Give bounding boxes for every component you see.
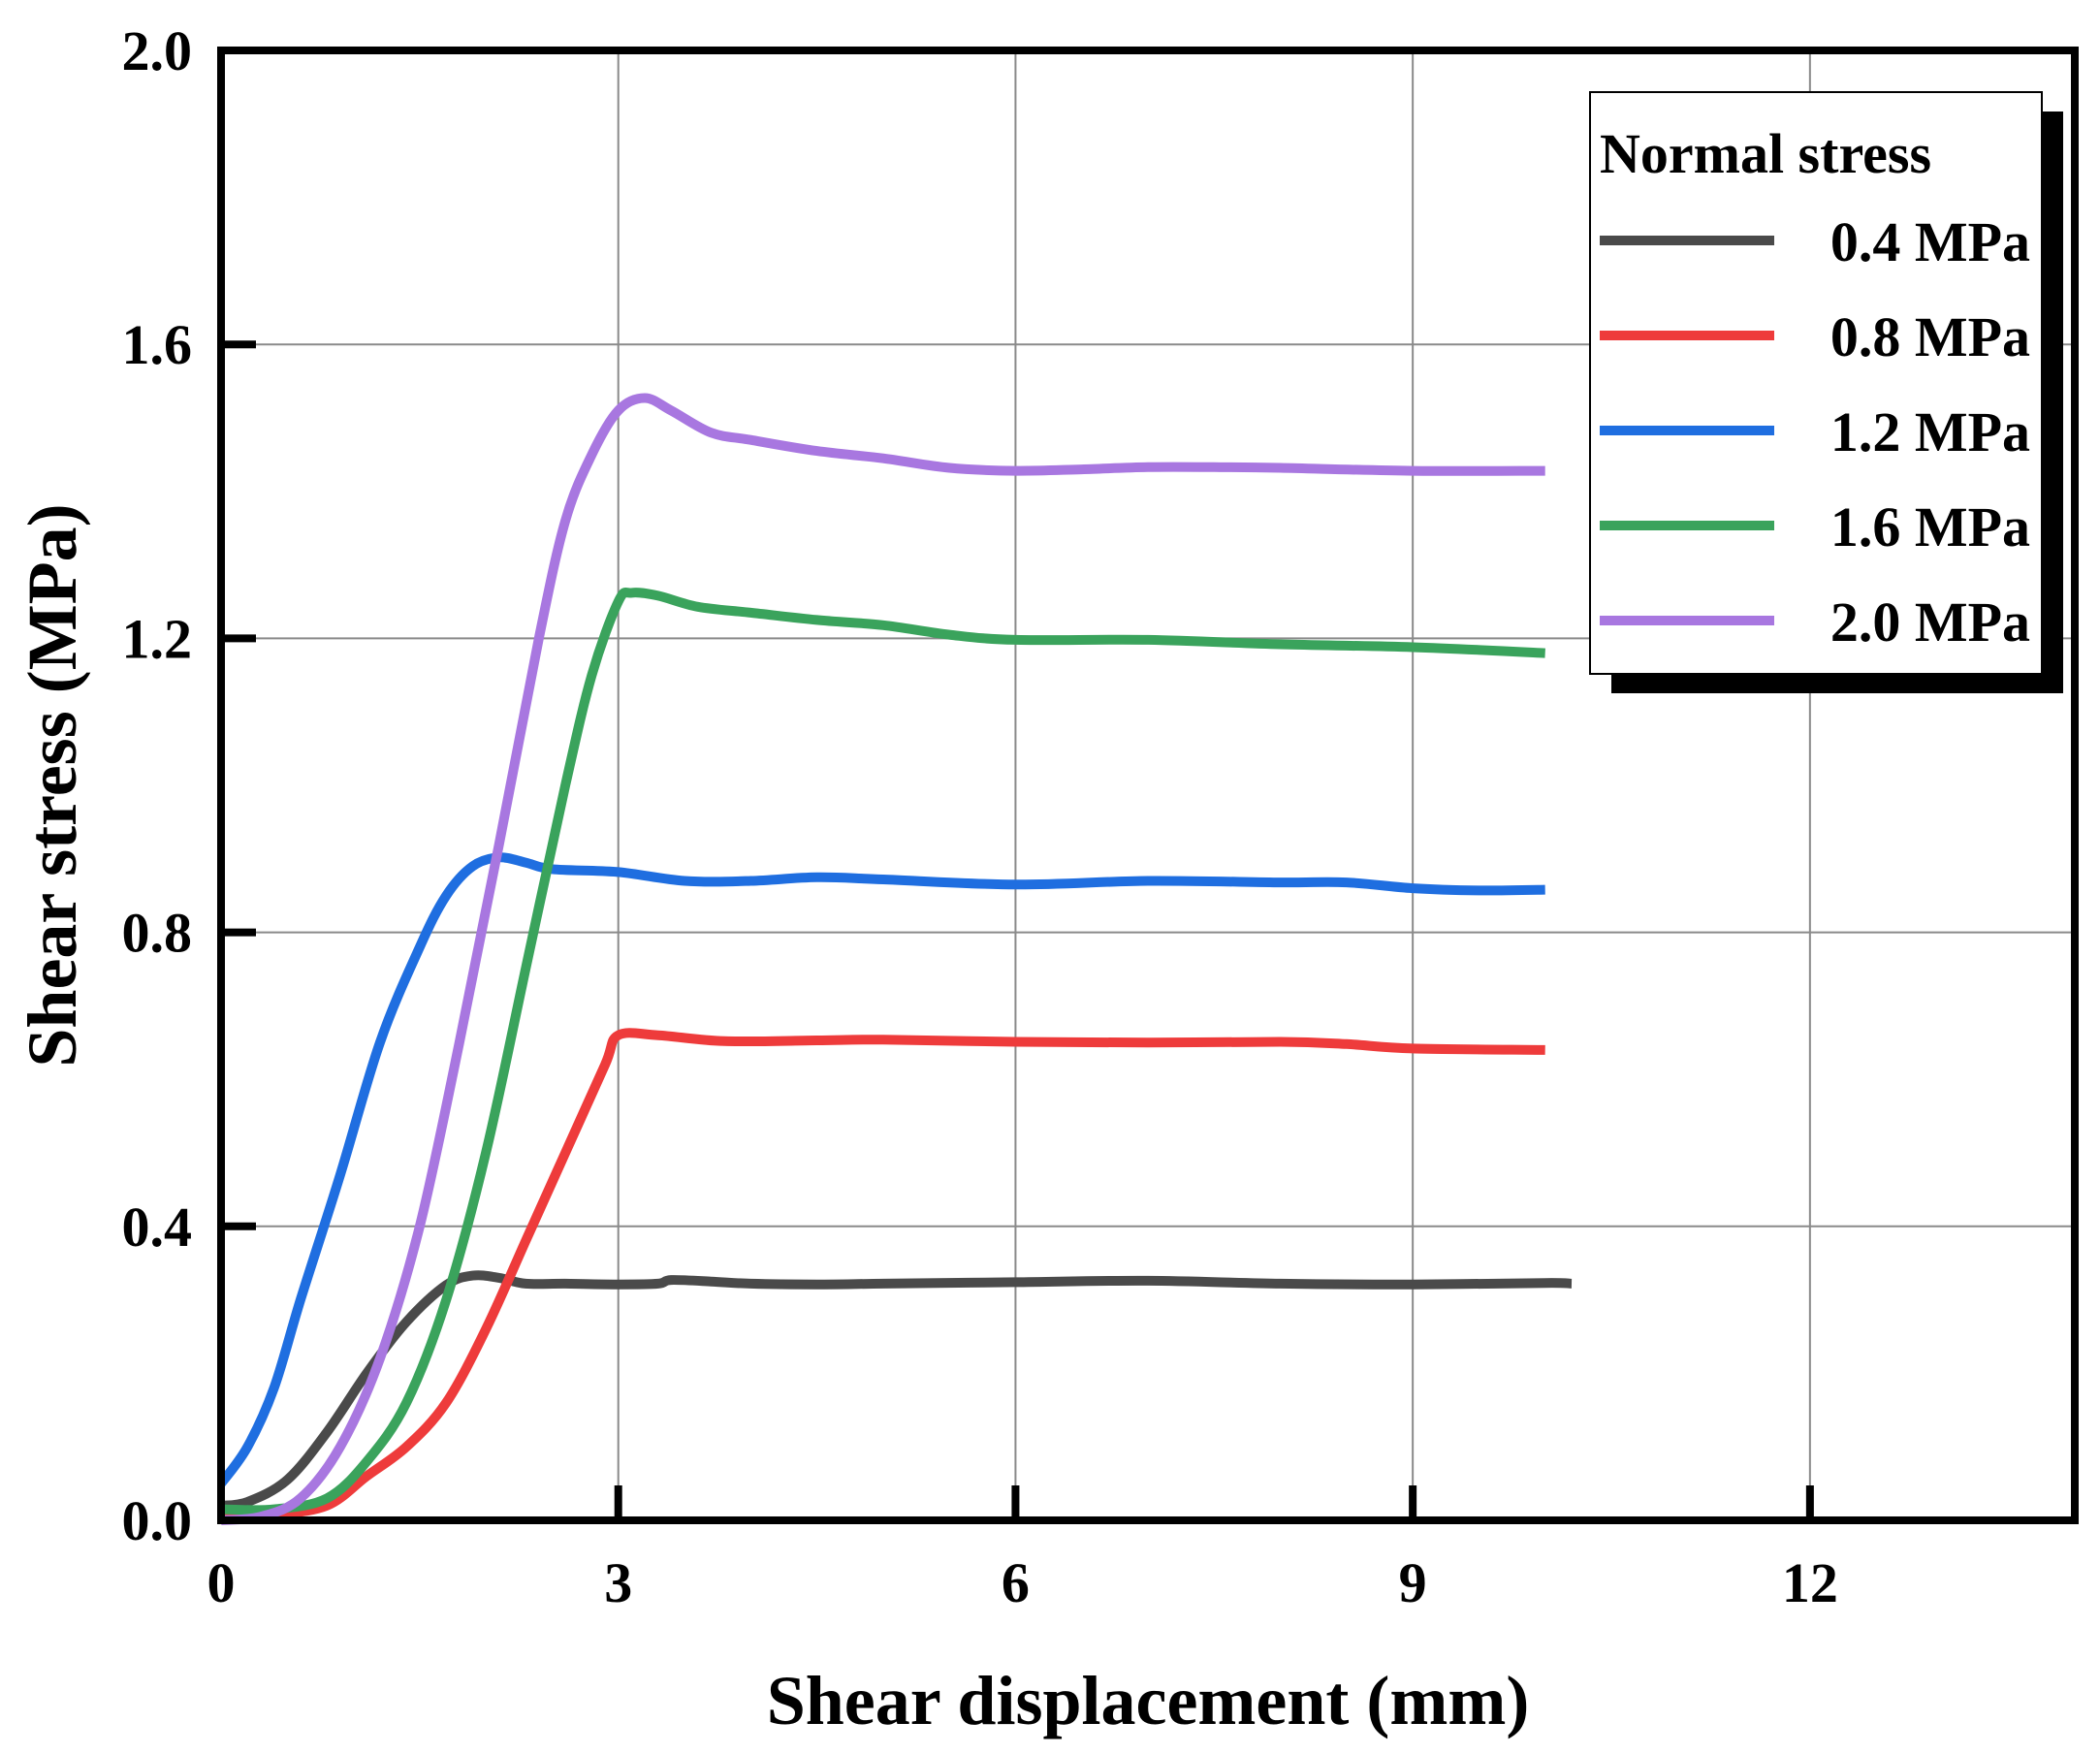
legend-label-0-4-mpa: 0.4 MPa: [1830, 210, 2030, 273]
series-line-0-8-mpa: [220, 1028, 1545, 1522]
x-axis-title: Shear displacement (mm): [767, 1662, 1530, 1739]
legend: Normal stress 0.4 MPa 0.8 MPa 1.2 MPa 1.6 M…: [1589, 91, 2063, 693]
x-tick-label: 6: [1002, 1551, 1030, 1614]
ticks: [221, 340, 1814, 1520]
plot-frame: [217, 47, 2079, 1524]
legend-label-1-2-mpa: 1.2 MPa: [1830, 400, 2030, 463]
y-tick-label: 0.4: [122, 1196, 193, 1259]
y-axis-title: Shear stress (MPa): [14, 503, 91, 1067]
legend-box: [1589, 91, 2043, 675]
x-tick-label: 12: [1782, 1551, 1838, 1614]
series-line-0-4-mpa: [220, 1270, 1573, 1511]
legend-label-2-0-mpa: 2.0 MPa: [1830, 590, 2030, 654]
legend-label-1-6-mpa: 1.6 MPa: [1830, 495, 2030, 558]
series-group: [216, 393, 1573, 1525]
x-tick-label: 3: [604, 1551, 632, 1614]
tick-labels: 0 3 6 9 12 0.0 0.4 0.8 1.2 1.6 2.0: [122, 19, 1838, 1614]
y-tick-label: 0.8: [122, 902, 193, 965]
x-tick-label: 0: [207, 1551, 236, 1614]
y-tick-label: 2.0: [122, 19, 193, 82]
y-tick-label: 1.6: [122, 313, 193, 376]
x-tick-label: 9: [1399, 1551, 1427, 1614]
y-tick-label: 0.0: [122, 1489, 193, 1552]
series-line-1-6-mpa: [220, 588, 1545, 1515]
series-line-2-0-mpa: [220, 393, 1545, 1525]
legend-label-0-8-mpa: 0.8 MPa: [1830, 305, 2030, 368]
legend-entries: 0.4 MPa 0.8 MPa 1.2 MPa 1.6 MPa 2.0 MPa: [1600, 210, 2030, 654]
series-line-1-2-mpa: [216, 852, 1545, 1487]
y-tick-label: 1.2: [122, 607, 193, 670]
legend-title: Normal stress: [1600, 122, 1931, 185]
